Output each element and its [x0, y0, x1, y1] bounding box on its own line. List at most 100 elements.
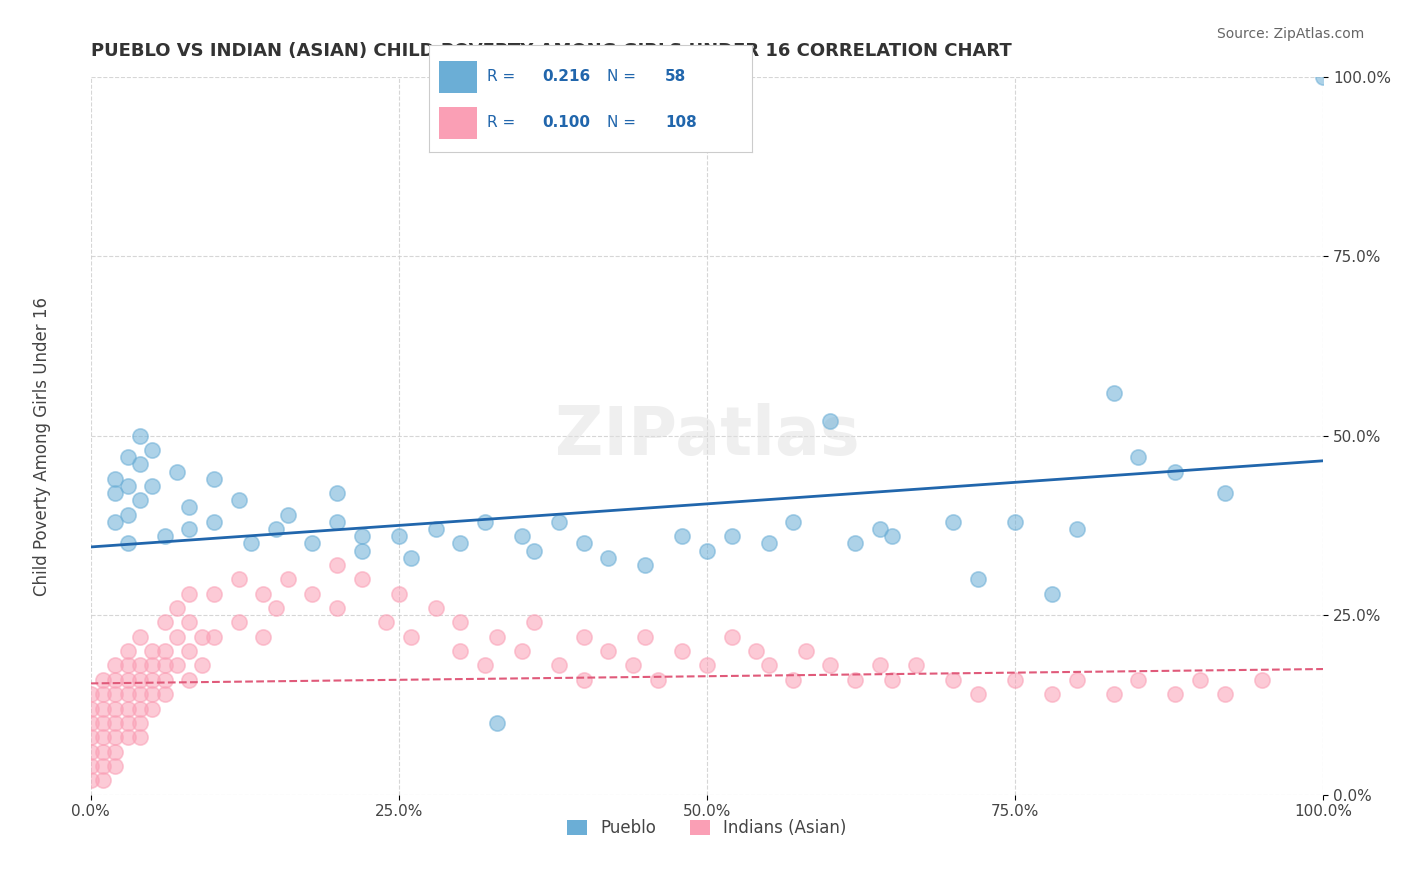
Point	[844, 673, 866, 687]
Point	[79, 715, 101, 730]
Point	[1164, 687, 1187, 701]
Text: 0.216: 0.216	[543, 70, 591, 84]
Point	[79, 759, 101, 773]
Point	[350, 529, 373, 543]
Point	[1188, 673, 1211, 687]
Point	[880, 673, 903, 687]
Point	[942, 515, 965, 529]
Point	[166, 630, 188, 644]
Point	[202, 630, 225, 644]
Point	[572, 673, 595, 687]
Point	[1066, 522, 1088, 536]
Point	[117, 701, 139, 715]
Point	[252, 630, 274, 644]
Point	[129, 673, 152, 687]
Point	[598, 644, 620, 658]
Point	[671, 644, 693, 658]
Point	[104, 687, 127, 701]
Point	[104, 701, 127, 715]
Point	[399, 550, 422, 565]
Point	[129, 458, 152, 472]
Point	[425, 601, 447, 615]
Text: N =: N =	[607, 115, 641, 130]
Point	[91, 673, 114, 687]
Point	[264, 522, 287, 536]
Point	[634, 630, 657, 644]
Point	[277, 508, 299, 522]
Point	[91, 731, 114, 745]
Text: ZIPatlas: ZIPatlas	[554, 402, 859, 468]
Text: Source: ZipAtlas.com: Source: ZipAtlas.com	[1216, 27, 1364, 41]
Point	[117, 715, 139, 730]
Point	[1128, 450, 1150, 465]
Point	[326, 558, 349, 572]
Text: R =: R =	[486, 115, 520, 130]
Text: PUEBLO VS INDIAN (ASIAN) CHILD POVERTY AMONG GIRLS UNDER 16 CORRELATION CHART: PUEBLO VS INDIAN (ASIAN) CHILD POVERTY A…	[90, 42, 1011, 60]
Point	[129, 701, 152, 715]
Point	[117, 658, 139, 673]
Text: N =: N =	[607, 70, 641, 84]
Point	[1250, 673, 1272, 687]
Point	[79, 773, 101, 788]
Point	[104, 715, 127, 730]
Point	[202, 587, 225, 601]
Text: 58: 58	[665, 70, 686, 84]
Point	[301, 536, 323, 550]
Point	[818, 658, 841, 673]
Point	[179, 522, 201, 536]
Point	[474, 658, 496, 673]
Point	[1004, 515, 1026, 529]
Point	[129, 658, 152, 673]
Point	[510, 644, 533, 658]
Point	[1066, 673, 1088, 687]
Point	[350, 572, 373, 586]
Point	[179, 587, 201, 601]
Point	[117, 687, 139, 701]
Point	[572, 536, 595, 550]
Point	[1128, 673, 1150, 687]
Point	[1102, 385, 1125, 400]
Point	[166, 658, 188, 673]
Point	[141, 644, 163, 658]
Point	[129, 715, 152, 730]
Point	[794, 644, 817, 658]
Point	[117, 450, 139, 465]
Point	[696, 543, 718, 558]
Point	[474, 515, 496, 529]
Point	[104, 472, 127, 486]
Point	[782, 673, 804, 687]
Point	[425, 522, 447, 536]
Point	[880, 529, 903, 543]
Legend: Pueblo, Indians (Asian): Pueblo, Indians (Asian)	[561, 813, 853, 844]
Text: 108: 108	[665, 115, 696, 130]
Point	[79, 745, 101, 759]
Point	[129, 428, 152, 442]
Point	[548, 515, 571, 529]
Point	[141, 658, 163, 673]
Point	[202, 472, 225, 486]
Point	[252, 587, 274, 601]
Point	[179, 673, 201, 687]
Point	[449, 644, 471, 658]
Point	[141, 673, 163, 687]
Point	[228, 572, 250, 586]
Point	[141, 701, 163, 715]
Point	[967, 572, 990, 586]
Point	[91, 773, 114, 788]
Point	[523, 615, 546, 630]
Point	[129, 630, 152, 644]
Point	[399, 630, 422, 644]
Text: Child Poverty Among Girls Under 16: Child Poverty Among Girls Under 16	[34, 296, 51, 596]
Point	[153, 673, 176, 687]
Point	[104, 658, 127, 673]
Point	[190, 630, 212, 644]
Point	[228, 615, 250, 630]
Point	[818, 414, 841, 428]
Point	[869, 522, 891, 536]
Point	[117, 479, 139, 493]
Point	[905, 658, 928, 673]
Point	[1004, 673, 1026, 687]
Point	[486, 630, 509, 644]
Point	[572, 630, 595, 644]
Point	[179, 644, 201, 658]
